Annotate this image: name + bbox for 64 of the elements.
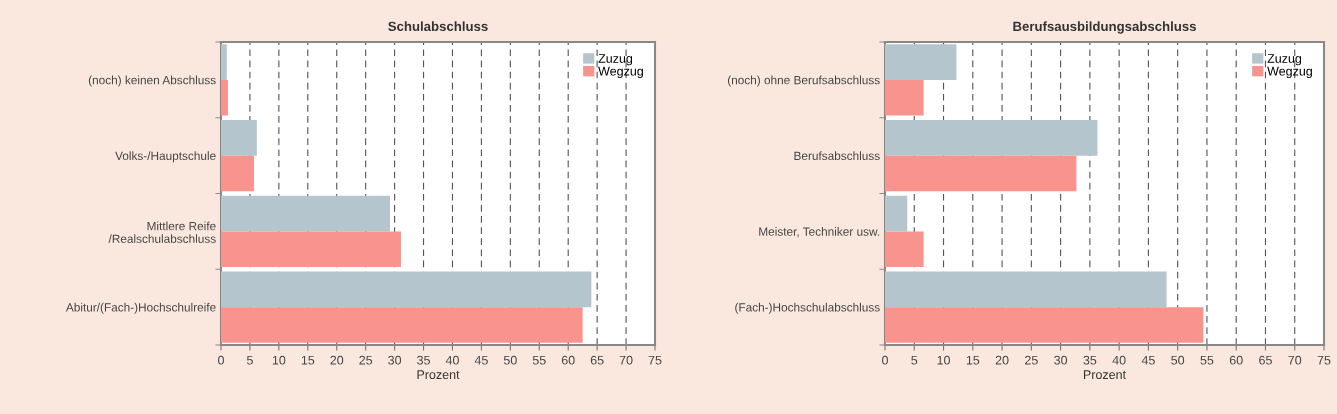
bar: [885, 307, 1204, 343]
legend-label: Wegzug: [598, 66, 643, 79]
chart-title: Berufsausbildungsabschluss: [1013, 21, 1196, 34]
bar: [885, 155, 1077, 192]
y-tick-label: Berufsabschluss: [794, 151, 880, 161]
legend-label: Wegzug: [1267, 66, 1312, 79]
y-tick-label: Volks-/Hauptschule: [115, 151, 216, 163]
x-tick-label: 45: [1141, 355, 1155, 365]
x-tick-label: 10: [272, 355, 286, 365]
x-tick-label: 70: [619, 355, 633, 365]
x-tick-label: 15: [301, 355, 315, 365]
x-axis-title: Prozent: [417, 370, 460, 380]
bar: [885, 79, 924, 116]
bar: [221, 120, 257, 156]
x-tick-label: 30: [388, 355, 402, 365]
bar: [885, 120, 1098, 156]
x-tick-label: 5: [246, 355, 253, 365]
x-tick-label: 50: [1171, 355, 1185, 365]
bar: [885, 231, 924, 267]
bar: [885, 271, 1167, 308]
x-tick-label: 20: [995, 355, 1009, 365]
bar: [221, 195, 390, 232]
x-tick-label: 25: [359, 355, 373, 365]
x-axis-title: Prozent: [1083, 370, 1126, 380]
bar: [221, 307, 583, 343]
x-tick-label: 75: [1317, 355, 1331, 365]
x-tick-label: 5: [911, 355, 918, 365]
x-tick-label: 25: [1025, 355, 1038, 365]
bar: [221, 271, 592, 308]
chart-title: Schulabschluss: [388, 21, 488, 32]
bar: [885, 195, 908, 232]
x-tick-label: 65: [1259, 355, 1272, 365]
y-tick-label: Mittlere Reife /Realschulabschluss: [108, 221, 216, 243]
legend-label: Zuzug: [598, 54, 633, 66]
x-tick-label: 65: [590, 355, 604, 365]
x-tick-label: 0: [882, 355, 888, 365]
x-tick-label: 45: [474, 355, 488, 365]
y-tick-label: Meister, Techniker usw.: [759, 227, 880, 238]
legend-label: Zuzug: [1267, 54, 1302, 66]
x-tick-label: 55: [1200, 355, 1214, 365]
y-tick-label: (noch) keinen Abschluss: [88, 75, 216, 87]
bar: [221, 79, 228, 116]
x-tick-label: 60: [1229, 355, 1243, 365]
x-tick-label: 15: [966, 355, 980, 365]
bar: [221, 231, 401, 267]
x-tick-label: 35: [417, 355, 430, 365]
x-tick-label: 55: [532, 355, 546, 365]
x-tick-label: 50: [503, 355, 517, 365]
x-tick-label: 10: [937, 355, 950, 365]
bar: [885, 44, 957, 80]
x-tick-label: 40: [445, 355, 459, 365]
bar: [221, 155, 254, 192]
y-tick-label: (noch) ohne Berufsabschluss: [727, 75, 880, 87]
x-tick-label: 75: [648, 355, 662, 365]
y-tick-label: (Fach-)Hochschulabschluss: [735, 302, 880, 314]
y-tick-label: Abitur/(Fach-)Hochschulreife: [65, 302, 216, 314]
x-tick-label: 70: [1288, 355, 1302, 365]
x-tick-label: 40: [1112, 355, 1126, 365]
bar: [221, 44, 227, 80]
x-tick-label: 60: [561, 355, 575, 365]
x-tick-label: 0: [218, 355, 224, 365]
x-tick-label: 20: [330, 355, 344, 365]
x-tick-label: 35: [1083, 355, 1097, 365]
x-tick-label: 30: [1054, 355, 1068, 365]
